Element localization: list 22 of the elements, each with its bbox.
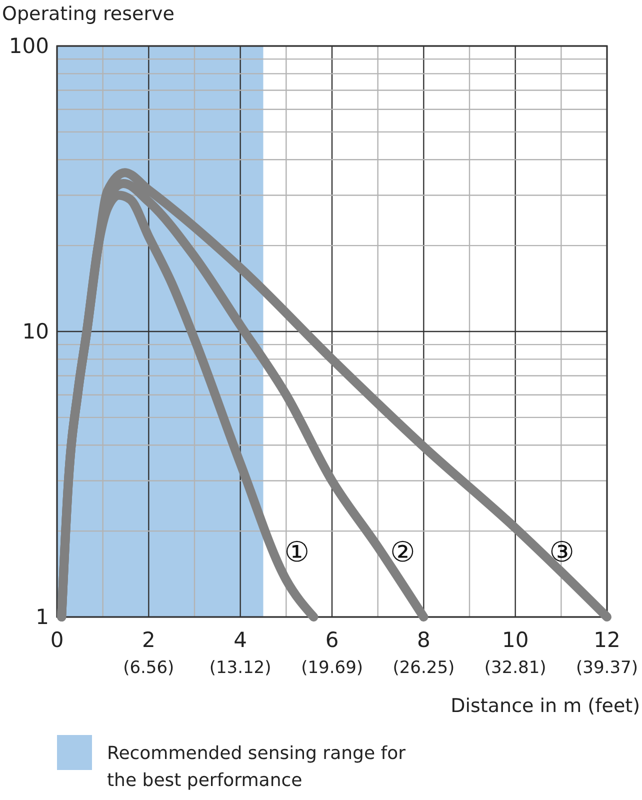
- x2-tick-label: (26.25): [392, 658, 455, 678]
- x-tick-label: 0: [50, 628, 64, 652]
- x-axis-title: Distance in m (feet): [450, 695, 640, 717]
- series-label: ③: [549, 535, 574, 568]
- x2-tick-label: (13.12): [209, 658, 272, 678]
- y-tick-label: 10: [22, 320, 49, 344]
- x2-tick-label: (32.81): [484, 658, 546, 678]
- x-tick-label: 6: [325, 628, 339, 652]
- series-label: ①: [284, 535, 310, 568]
- y-axis-title: Operating reserve: [2, 3, 174, 25]
- x-tick-label: 4: [234, 628, 248, 652]
- x2-tick-label: (6.56): [123, 658, 174, 678]
- legend-label: Recommended sensing range for the best performance: [107, 743, 406, 791]
- x-tick-label: 2: [142, 628, 156, 652]
- x-tick-label: 8: [416, 628, 430, 652]
- x-tick-label: 10: [502, 628, 529, 652]
- y-tick-label: 1: [36, 605, 49, 629]
- x2-tick-label: (39.37): [576, 658, 638, 678]
- x-tick-label: 12: [594, 628, 620, 652]
- y-tick-label: 100: [8, 34, 49, 58]
- x2-tick-label: (19.69): [301, 658, 364, 678]
- series-label: ②: [390, 535, 416, 568]
